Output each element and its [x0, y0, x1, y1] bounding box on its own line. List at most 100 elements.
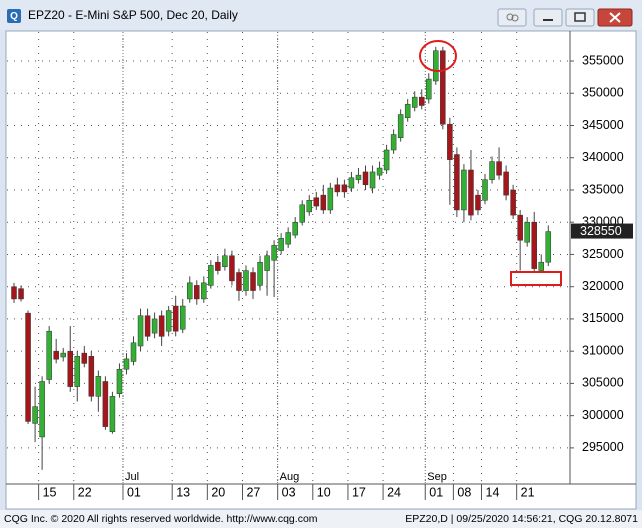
x-tick-label: 08 — [457, 485, 471, 499]
candle-body — [411, 96, 418, 108]
candle-body — [32, 406, 38, 424]
candle-body — [158, 315, 165, 337]
close-icon — [609, 12, 621, 23]
candle-body — [299, 204, 305, 223]
candle-body — [130, 342, 137, 362]
candle-body — [341, 184, 348, 193]
footer-left: CQG Inc. © 2020 All rights reserved worl… — [4, 513, 318, 525]
candle-body — [418, 96, 425, 106]
y-tick-label: 345000 — [582, 118, 624, 132]
y-tick-label: 305000 — [582, 376, 624, 390]
candle-body — [88, 356, 95, 397]
candle-body — [222, 255, 228, 267]
candle-body — [545, 231, 552, 263]
maximize-icon — [574, 12, 586, 22]
x-tick-label: 21 — [521, 485, 535, 499]
last-price-label: 328550 — [580, 224, 622, 238]
minimize-button[interactable] — [533, 8, 563, 27]
candle-body — [454, 154, 460, 211]
x-tick-label: 13 — [176, 485, 190, 499]
candle-body — [390, 134, 397, 151]
candle-body — [489, 161, 495, 180]
candle-body — [313, 197, 320, 207]
candle-body — [538, 261, 544, 271]
candle-body — [510, 189, 516, 216]
candle-body — [496, 161, 502, 176]
candle-body — [102, 381, 109, 427]
candle-body — [468, 169, 474, 216]
x-tick-label: 10 — [317, 485, 331, 499]
candle-body — [179, 305, 186, 330]
candle-body — [81, 352, 88, 364]
candle-body — [194, 285, 200, 300]
candle-body — [11, 286, 17, 300]
window-title: EPZ20 - E-Mini S&P 500, Dec 20, Daily — [28, 8, 238, 22]
x-tick-label: 15 — [43, 485, 57, 499]
x-tick-label: 24 — [387, 485, 401, 499]
candle-body — [426, 78, 432, 100]
x-tick-label: 20 — [211, 485, 225, 499]
candle-body — [517, 214, 523, 241]
candle-body — [482, 179, 488, 201]
candle-body — [475, 194, 481, 211]
candle-body — [60, 352, 66, 358]
candle-body — [144, 315, 151, 337]
candle-body — [215, 261, 221, 271]
candle-body — [397, 114, 404, 138]
candle-body — [151, 318, 158, 334]
candle-body — [447, 123, 453, 160]
candle-body — [320, 194, 327, 211]
candle-body — [257, 261, 263, 286]
candle-body — [250, 272, 256, 291]
plot-area: 295000 300000 305000 310000 315000 320000 3250… — [7, 32, 633, 500]
candle-body — [278, 238, 284, 251]
candle-body — [362, 171, 369, 186]
maximize-button[interactable] — [565, 8, 595, 27]
x-tick-label: 17 — [352, 485, 366, 499]
candle-body — [264, 255, 270, 271]
app-icon — [7, 9, 21, 23]
app-icon-glyph: Q — [10, 11, 18, 22]
candle-body — [74, 356, 81, 387]
x-tick-label: 01 — [127, 485, 141, 499]
candle-body — [46, 330, 52, 380]
x-tick-label: 27 — [246, 485, 260, 499]
candle-body — [229, 255, 235, 282]
candle-body — [306, 200, 313, 213]
y-tick-label: 350000 — [582, 86, 624, 100]
candle-body — [531, 221, 537, 269]
y-tick-label: 340000 — [582, 150, 624, 164]
candle-body — [137, 315, 144, 347]
candle-body — [383, 149, 390, 171]
candle-body — [208, 265, 214, 286]
y-tick-label: 355000 — [582, 53, 624, 67]
candle-body — [404, 103, 411, 119]
candle-body — [243, 270, 249, 291]
candle-body — [271, 245, 277, 261]
candle-body — [109, 396, 116, 433]
x-tick-label: 01 — [429, 485, 443, 499]
candle-body — [440, 50, 446, 125]
candle-body — [461, 169, 467, 211]
y-tick-label: 310000 — [582, 343, 624, 357]
candle-body — [327, 187, 334, 211]
candle-body — [355, 174, 362, 180]
candle-body — [18, 288, 24, 300]
candle-body — [123, 358, 130, 370]
candle-body — [236, 272, 242, 291]
y-tick-label: 300000 — [582, 408, 624, 422]
y-tick-label: 325000 — [582, 247, 624, 261]
month-label: Sep — [427, 471, 447, 483]
candle-body — [503, 171, 509, 196]
candle-body — [201, 282, 207, 300]
link-icon — [511, 14, 519, 22]
candle-body — [433, 50, 439, 82]
x-tick-label: 22 — [78, 485, 92, 499]
y-tick-label: 335000 — [582, 182, 624, 196]
month-label: Aug — [280, 471, 300, 483]
link-icon — [506, 13, 514, 21]
candle-body — [292, 221, 298, 236]
x-tick-label: 14 — [486, 485, 500, 499]
candle-body — [67, 350, 73, 387]
